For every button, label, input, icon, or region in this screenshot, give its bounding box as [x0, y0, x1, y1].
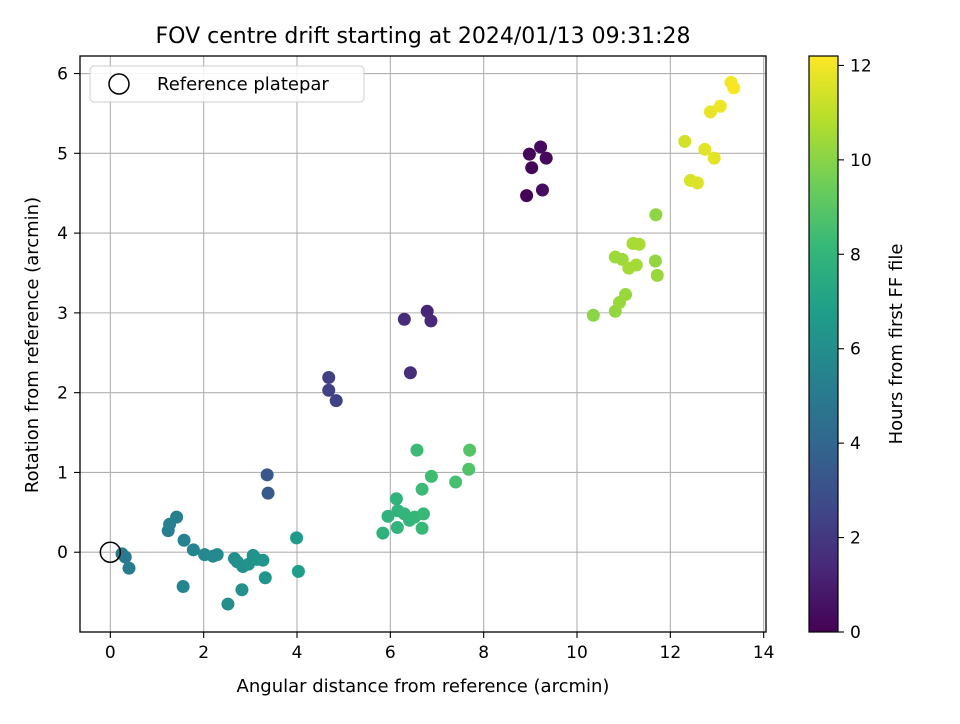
data-point — [221, 597, 235, 611]
reference-marker — [99, 541, 122, 563]
y-tick-label: 3 — [57, 304, 68, 324]
data-point — [176, 580, 190, 594]
axes-frame — [79, 55, 767, 633]
data-point — [649, 208, 663, 222]
colorbar-tick-label: 6 — [850, 340, 861, 360]
data-point — [260, 468, 274, 482]
y-tick-label: 0 — [57, 543, 68, 563]
x-tick-label: 0 — [105, 643, 116, 663]
y-tick-label: 2 — [57, 384, 68, 404]
x-tick-label: 2 — [198, 643, 209, 663]
x-tick-label: 14 — [753, 643, 775, 663]
colorbar-tick-label: 12 — [850, 56, 872, 76]
data-point — [713, 99, 727, 113]
data-point — [539, 151, 553, 165]
data-point — [290, 531, 304, 545]
x-tick-label: 8 — [478, 643, 489, 663]
data-point — [520, 189, 534, 203]
colorbar-ticks: 0 2 4 6 8 10 12 — [838, 56, 872, 643]
legend-entry-reference: Reference platepar — [157, 74, 329, 95]
y-tick-label: 4 — [57, 224, 68, 244]
x-axis-ticks: 0 2 4 6 8 10 12 14 — [105, 632, 775, 663]
data-point — [322, 371, 336, 385]
colorbar-tick-label: 8 — [850, 245, 861, 265]
data-point — [632, 237, 646, 251]
y-axis-label: Rotation from reference (arcmin) — [22, 197, 43, 493]
data-point — [397, 312, 411, 326]
legend-marker-icon — [108, 73, 130, 95]
y-tick-label: 6 — [57, 65, 68, 85]
data-point — [415, 521, 429, 535]
data-point — [525, 161, 539, 175]
legend: Reference platepar — [89, 65, 365, 103]
data-point — [535, 183, 549, 197]
x-tick-label: 12 — [660, 643, 682, 663]
data-point — [522, 147, 536, 161]
data-point — [122, 561, 136, 575]
data-point — [424, 469, 438, 483]
data-point — [210, 548, 224, 562]
x-axis-label: Angular distance from reference (arcmin) — [237, 676, 610, 697]
data-point — [322, 383, 336, 397]
data-point — [650, 268, 664, 282]
data-point — [648, 254, 662, 268]
colorbar-label: Hours from first FF file — [886, 244, 907, 445]
data-point — [727, 81, 741, 95]
data-point — [703, 105, 717, 119]
colorbar-tick-label: 10 — [850, 151, 872, 171]
data-point — [389, 492, 403, 506]
data-point — [463, 443, 477, 457]
data-point — [619, 288, 633, 302]
y-tick-label: 1 — [57, 463, 68, 483]
data-point — [410, 443, 424, 457]
data-point — [170, 510, 184, 524]
data-point — [381, 509, 395, 523]
data-point — [534, 140, 548, 154]
y-tick-label: 5 — [57, 144, 68, 164]
data-point — [261, 486, 275, 500]
data-point — [186, 543, 200, 557]
data-point — [424, 314, 438, 328]
data-point — [291, 564, 305, 578]
colorbar-tick-label: 0 — [850, 623, 861, 643]
data-point — [390, 520, 404, 534]
data-point — [629, 258, 643, 272]
y-axis-ticks: 0 1 2 3 4 5 6 — [57, 65, 80, 563]
reference-platepar-marker — [99, 541, 122, 563]
data-point — [678, 134, 692, 148]
data-point — [376, 526, 390, 540]
data-point — [586, 308, 600, 322]
data-point — [416, 507, 430, 521]
colorbar-tick-label: 2 — [850, 529, 861, 549]
data-point — [707, 151, 721, 165]
x-tick-label: 6 — [385, 643, 396, 663]
x-tick-label: 4 — [292, 643, 303, 663]
colorbar — [808, 55, 839, 633]
x-tick-label: 10 — [566, 643, 588, 663]
colorbar-tick-label: 4 — [850, 434, 861, 454]
data-point — [415, 482, 429, 496]
data-points — [115, 75, 741, 611]
data-point — [118, 550, 132, 564]
data-point — [329, 394, 343, 408]
data-point — [177, 533, 191, 547]
data-point — [403, 366, 417, 380]
chart-title: FOV centre drift starting at 2024/01/13 … — [156, 24, 691, 49]
data-point — [235, 583, 249, 597]
data-point — [690, 176, 704, 190]
data-point — [698, 142, 712, 156]
legend-box — [89, 65, 365, 103]
data-point — [258, 571, 272, 585]
grid-lines — [80, 56, 766, 632]
data-point — [462, 462, 476, 476]
data-point — [256, 553, 270, 567]
data-point — [449, 475, 463, 489]
